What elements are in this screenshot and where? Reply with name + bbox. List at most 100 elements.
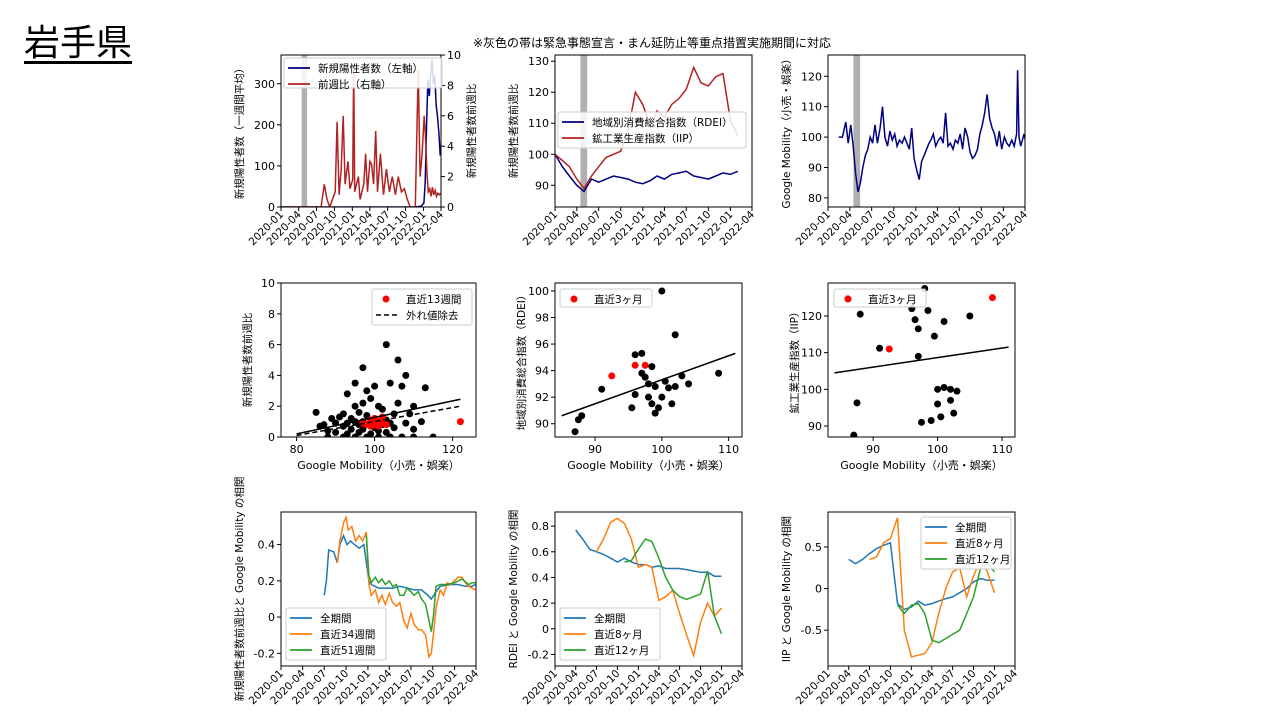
scatter-point [934, 385, 942, 393]
scatter-point-recent [631, 361, 639, 369]
series-line-0 [838, 70, 1025, 192]
plot-area-scatter_cases [296, 341, 464, 437]
y-axis-label: 新規陽性者数前週比 [241, 313, 254, 408]
series-line-1 [595, 517, 723, 659]
scatter-point [382, 341, 390, 349]
legend-box [559, 607, 661, 661]
x-tick-label: 80 [290, 443, 304, 456]
y-tick-label: 0 [815, 583, 822, 596]
y-axis-label: RDEI と Google Mobility の相関 [507, 510, 520, 669]
scatter-point [914, 352, 922, 360]
y2-tick-label: 0 [447, 201, 454, 214]
y-tick-label: 10 [261, 277, 275, 290]
scatter-point [402, 371, 410, 379]
x-tick-label: 90 [866, 443, 880, 456]
plot-area-corr_cases [323, 514, 476, 659]
axes-frame [554, 282, 743, 438]
scatter-point [937, 413, 945, 421]
scatter-point [386, 433, 394, 437]
y-tick-label: 100 [254, 160, 275, 173]
panel-mobility: 80901001101202020-012020-042020-072020-1… [780, 53, 1030, 248]
x-axis-label: Google Mobility（小売・娯楽） [567, 458, 729, 472]
plot-area-scatter_iip [834, 285, 1009, 437]
fit-line [834, 346, 1009, 374]
legend-marker [382, 295, 390, 303]
y-tick-label: 0.4 [258, 539, 276, 552]
scatter-point [856, 310, 864, 318]
shaded-period [853, 55, 861, 207]
scatter-point [410, 425, 418, 433]
plot-area-corr_iip [848, 517, 996, 658]
legend-box [283, 57, 443, 89]
y2-tick-label: 8 [447, 79, 454, 92]
scatter-point [665, 384, 673, 392]
scatter-point [351, 433, 359, 437]
y-tick-label: -0.2 [254, 647, 275, 660]
y-axis-label: Google Mobility（小売・娯楽） [780, 53, 793, 208]
y-tick-label: 0.5 [805, 541, 823, 554]
scatter-point [638, 349, 646, 357]
fit-line [296, 405, 461, 437]
scatter-point [648, 363, 656, 371]
series-line-1 [869, 517, 996, 658]
legend-label: 直近8ヶ月 [594, 628, 643, 641]
y-tick-label: 100 [528, 148, 549, 161]
scatter-point [320, 421, 328, 429]
y-axis-label: 鉱工業生産指数（IIP） [788, 306, 801, 413]
y-axis-label: 新規陽性者数前週比 [507, 84, 520, 179]
legend-box [833, 288, 927, 308]
scatter-point [947, 385, 955, 393]
scatter-point [324, 433, 332, 437]
y-tick-label: 0 [268, 201, 275, 214]
scatter-point [628, 404, 636, 412]
scatter-point [398, 382, 406, 390]
legend-label: 直近12ヶ月 [594, 644, 649, 657]
legend-label: 新規陽性者数（左軸） [318, 62, 423, 75]
y-tick-label: 98 [535, 312, 549, 325]
scatter-point [918, 418, 925, 426]
legend-label: 直近51週間 [320, 644, 375, 657]
scatter-point [386, 379, 394, 387]
axes-frame [554, 54, 753, 208]
scatter-point [339, 410, 347, 418]
panel-scatter_cases: 0 2 4 6 8 10 80 100 120 Google Mobility（小売・娯楽） 新規陽… [241, 277, 477, 472]
fit-line [561, 352, 736, 417]
scatter-point [668, 400, 676, 408]
scatter-point [924, 307, 932, 314]
scatter-point [429, 433, 437, 437]
legend-label: 直近8ヶ月 [955, 537, 1004, 550]
scatter-point [947, 396, 955, 404]
plot-area-corr_rdei [575, 517, 723, 659]
panel-econ: 901001101201302020-012020-042020-072020-… [507, 54, 757, 248]
scatter-point [402, 419, 410, 427]
y-tick-label: 110 [801, 347, 822, 360]
series-line-0 [575, 529, 722, 577]
scatter-point [417, 418, 425, 426]
legend-box [285, 607, 387, 661]
scatter-point [927, 417, 935, 424]
panel-scatter_iip: 90 100 110 120 90 100 110 Google Mobility（小売・娯楽… [788, 282, 1016, 472]
y-tick-label: 4 [268, 369, 275, 382]
scatter-point [351, 379, 359, 387]
panel-cases: 010020030002468102020-012020-042020-0720… [233, 49, 478, 248]
legend-marker [570, 295, 578, 303]
axes-frame [827, 282, 1016, 438]
scatter-point [328, 415, 336, 423]
scatter-point [715, 369, 723, 377]
scatter-point [355, 408, 363, 416]
legend-label: 直近13週間 [406, 293, 461, 306]
series-line-0 [323, 533, 476, 601]
y-tick-label: 120 [801, 310, 822, 323]
series-line-2 [365, 535, 476, 632]
scatter-point [950, 409, 958, 417]
y-tick-label: 0.2 [532, 597, 550, 610]
scatter-point [375, 433, 382, 437]
legend-label: 直近3ヶ月 [594, 293, 643, 306]
scatter-point [312, 408, 320, 416]
scatter-point [367, 395, 375, 402]
y-tick-label: 2 [268, 400, 275, 413]
scatter-point-recent [608, 372, 616, 380]
